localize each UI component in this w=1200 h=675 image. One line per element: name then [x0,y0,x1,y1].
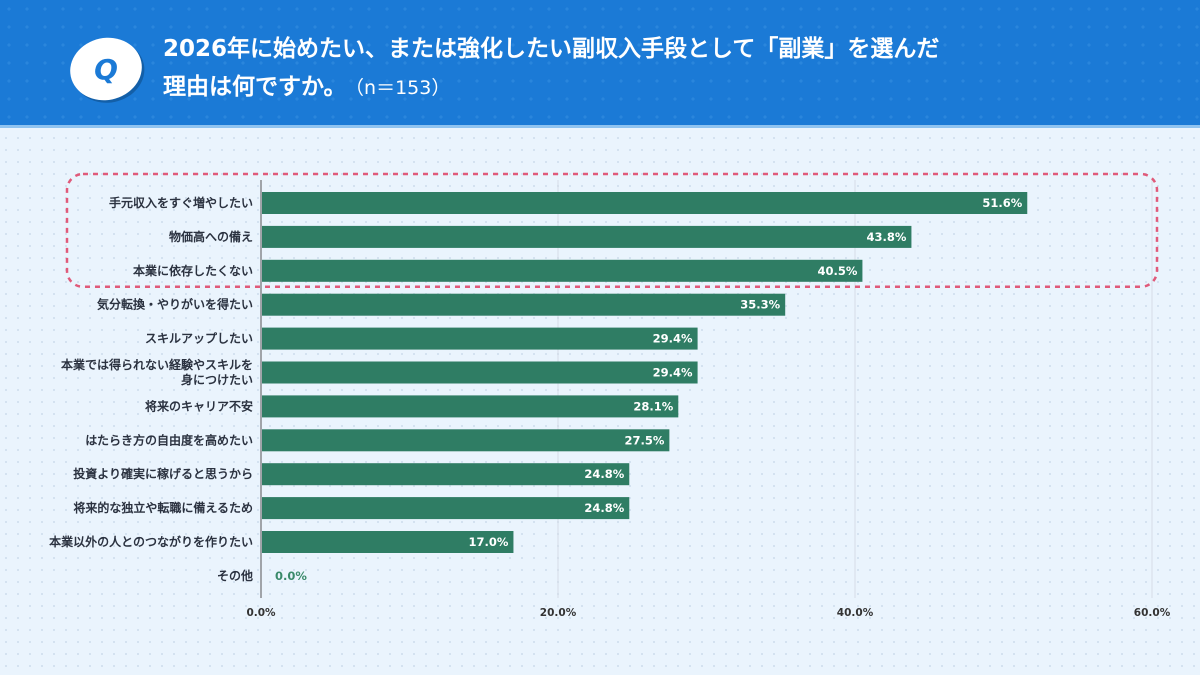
value-label: 51.6% [982,196,1022,210]
bar [262,395,679,418]
bar [262,293,786,316]
question-header: Q 2026年に始めたい、または強化したい副収入手段として「副業」を選んだ 理由… [0,0,1200,128]
value-label: 35.3% [740,298,780,312]
value-label: 43.8% [867,230,907,244]
category-label: スキルアップしたい [145,331,253,346]
title-line-1: 2026年に始めたい、または強化したい副収入手段として「副業」を選んだ [163,36,940,62]
category-label: 投資より確実に稼げると思うから [73,466,253,481]
value-label: 24.8% [584,467,624,481]
category-label: その他 [217,568,253,583]
value-label: 24.8% [584,501,624,515]
category-label: 将来的な独立や転職に備えるため [73,500,253,515]
value-label: 29.4% [653,366,693,380]
value-label: 29.4% [653,332,693,346]
value-label: 40.5% [818,264,858,278]
tick-label: 40.0% [837,607,874,619]
bar [262,225,912,248]
value-label: 28.1% [633,399,673,413]
tick-label: 0.0% [246,607,276,619]
value-label: 17.0% [469,535,509,549]
category-label: 手元収入をすぐ増やしたい [109,195,253,210]
bar [262,497,630,520]
question-title: 2026年に始めたい、または強化したい副収入手段として「副業」を選んだ 理由は何… [163,30,939,107]
tick-label: 20.0% [540,607,577,619]
bar [262,531,514,553]
value-label: 27.5% [624,433,664,447]
category-label: 物価高への備え [169,229,253,244]
category-label: 身につけたい [181,372,253,387]
bar [262,192,1028,214]
category-label: 本業に依存したくない [133,263,253,278]
value-label: 0.0% [275,569,307,583]
category-label: 気分転換・やりがいを得たい [97,297,253,312]
category-label: 本業では得られない経験やスキルを [61,357,253,372]
bar [262,463,630,486]
title-line-2: 理由は何ですか。 [163,74,347,100]
category-label: 本業以外の人とのつながりを作りたい [49,534,253,549]
bar [262,327,698,350]
bar [262,259,863,282]
tick-label: 60.0% [1134,607,1171,619]
category-label: はたらき方の自由度を高めたい [85,432,253,447]
sample-size: （n＝153） [354,77,451,99]
bar [262,361,698,384]
bar [262,429,670,452]
category-label: 将来のキャリア不安 [145,398,253,413]
highlight-box [65,172,1159,289]
